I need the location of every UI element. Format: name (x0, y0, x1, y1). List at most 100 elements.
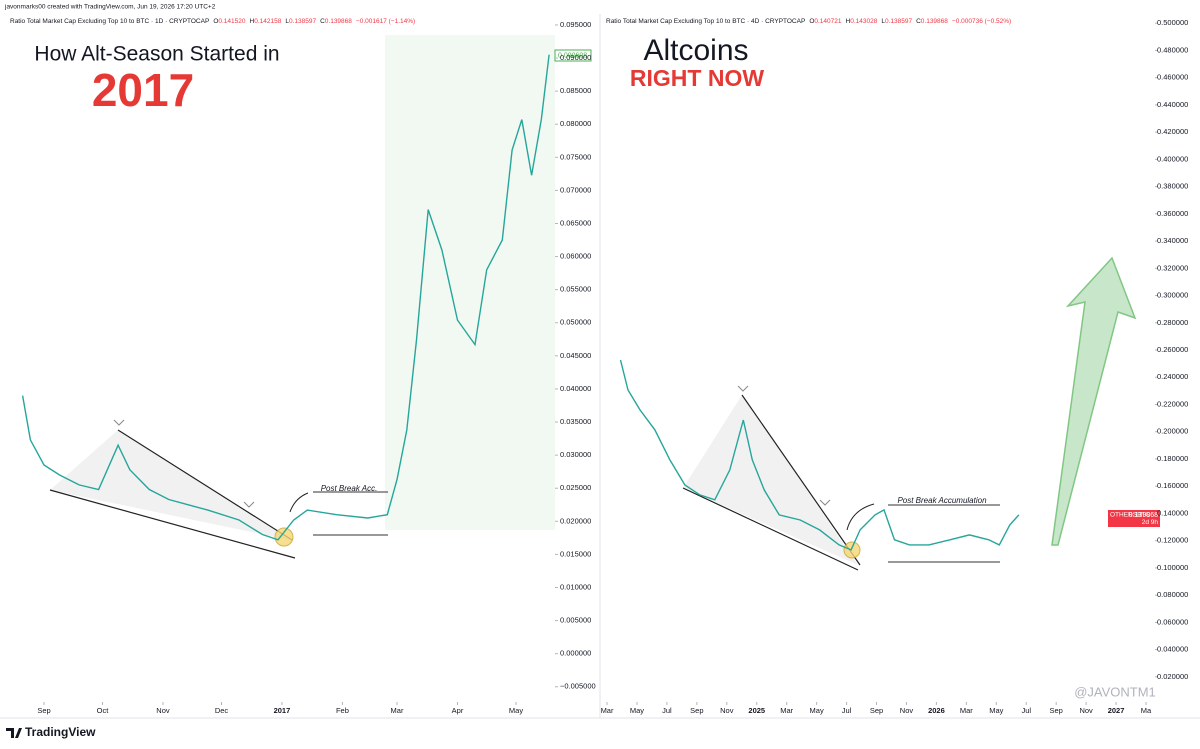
wedge-fill (50, 430, 290, 540)
y-tick-label: 0.140000 (1157, 508, 1188, 517)
y-tick-label: 0.060000 (1157, 617, 1188, 626)
x-tick-label: Apr (452, 706, 464, 715)
y-tick-label: 0.120000 (1157, 536, 1188, 545)
chart-title: Altcoins (643, 34, 748, 67)
y-tick-label: 0.015000 (560, 549, 591, 558)
price-tag-symbol: OTHERSBTC (1110, 512, 1150, 519)
chart-title: How Alt-Season Started in (34, 43, 279, 66)
ohlc-key: L (285, 18, 289, 25)
x-tick-label: Oct (97, 706, 110, 715)
ohlc-value: −0.001617 (−1.14%) (356, 18, 415, 25)
y-tick-label: 0.420000 (1157, 127, 1188, 136)
wedge-line (682, 487, 859, 571)
y-tick-label: 0.055000 (560, 285, 591, 294)
annotation: Post Break Acc. (321, 484, 378, 493)
x-tick-label: Nov (156, 706, 170, 715)
price-tag-label: 0.090608 (558, 52, 587, 59)
y-tick-label: 0.500000 (1157, 18, 1188, 27)
y-tick-label: 0.020000 (1157, 672, 1188, 681)
chart-header: Ratio Total Market Cap Excluding Top 10 … (606, 18, 1011, 25)
y-tick-label: 0.280000 (1157, 318, 1188, 327)
x-tick-label: Ma (1141, 706, 1152, 715)
ohlc-value: 0.138597 (885, 18, 912, 25)
price-tag (554, 49, 592, 62)
y-tick-label: 0.480000 (1157, 45, 1188, 54)
chart-header: Ratio Total Market Cap Excluding Top 10 … (10, 18, 415, 25)
watermark: @JAVONTM1 (1074, 684, 1156, 699)
y-tick-label: 0.080000 (1157, 590, 1188, 599)
y-tick-label: 0.065000 (560, 218, 591, 227)
highlight-zone (385, 35, 555, 530)
x-tick-label: Jul (662, 706, 672, 715)
y-tick-label: 0.045000 (560, 351, 591, 360)
x-tick-label: 2027 (1108, 706, 1125, 715)
wedge-fill (683, 395, 858, 565)
credit: javonmarks00 created with TradingView.co… (4, 4, 216, 11)
y-tick-label: 0.085000 (560, 86, 591, 95)
y-tick-label: −0.005000 (560, 682, 596, 691)
y-tick-label: 0.460000 (1157, 73, 1188, 82)
y-tick-label: 0.340000 (1157, 236, 1188, 245)
y-tick-label: 0.160000 (1157, 481, 1188, 490)
x-tick-label: Nov (1079, 706, 1093, 715)
chart-subtitle: 2017 (92, 64, 194, 116)
x-tick-label: 2017 (274, 706, 291, 715)
y-tick-label: 0.040000 (560, 384, 591, 393)
x-tick-label: Sep (870, 706, 883, 715)
y-tick-label: 0.240000 (1157, 372, 1188, 381)
ohlc-value: 0.141520 (218, 18, 245, 25)
y-tick-label: 0.100000 (1157, 563, 1188, 572)
x-tick-label: Mar (601, 706, 614, 715)
breakout-circle (274, 527, 294, 547)
ohlc-key: O (809, 18, 814, 25)
y-tick-label: 0.400000 (1157, 154, 1188, 163)
marker (113, 419, 255, 508)
ohlc-value: 0.143028 (850, 18, 877, 25)
x-tick-label: Mar (780, 706, 793, 715)
y-tick-label: 0.380000 (1157, 182, 1188, 191)
y-tick-label: 0.060000 (560, 252, 591, 261)
annotation: Post Break Accumulation (897, 496, 987, 505)
ohlc-value: 0.142158 (254, 18, 281, 25)
x-tick-label: May (810, 706, 824, 715)
breakout-circle (843, 541, 861, 559)
ohlc-value: 0.140721 (814, 18, 841, 25)
y-tick-label: 0.000000 (560, 649, 591, 658)
wedge-line (117, 429, 293, 541)
y-tick-label: 0.260000 (1157, 345, 1188, 354)
ohlc-key: L (881, 18, 885, 25)
ohlc-value: −0.000736 (−0.52%) (952, 18, 1011, 25)
y-tick-label: 0.220000 (1157, 399, 1188, 408)
y-tick-label: 0.200000 (1157, 427, 1188, 436)
arrow (289, 492, 309, 513)
ohlc-key: C (320, 18, 325, 25)
ohlc-value: 0.139868 (325, 18, 352, 25)
y-tick-label: 0.180000 (1157, 454, 1188, 463)
ohlc-value: 0.138597 (289, 18, 316, 25)
x-tick-label: May (989, 706, 1003, 715)
price-tag-countdown: 2d 9h (1142, 519, 1159, 526)
x-tick-label: Sep (1050, 706, 1063, 715)
price-line (619, 359, 1020, 551)
y-tick-label: 0.010000 (560, 582, 591, 591)
y-tick-label: 0.030000 (560, 450, 591, 459)
ohlc-key: O (213, 18, 218, 25)
x-tick-label: Nov (720, 706, 734, 715)
header-symbol: Ratio Total Market Cap Excluding Top 10 … (606, 18, 805, 25)
x-tick-label: Mar (960, 706, 973, 715)
x-tick-label: Mar (391, 706, 404, 715)
y-tick-label: 0.075000 (560, 152, 591, 161)
ohlc-key: H (250, 18, 255, 25)
wedge-line (49, 489, 296, 559)
y-tick-label: 0.050000 (560, 318, 591, 327)
header-symbol: Ratio Total Market Cap Excluding Top 10 … (10, 18, 209, 25)
y-tick-label: 0.025000 (560, 483, 591, 492)
chart-subtitle: RIGHT NOW (630, 65, 764, 91)
y-tick-label: 0.300000 (1157, 291, 1188, 300)
price-tag (1108, 510, 1160, 527)
ohlc-key: H (846, 18, 851, 25)
x-tick-label: May (509, 706, 523, 715)
x-tick-label: Sep (37, 706, 50, 715)
